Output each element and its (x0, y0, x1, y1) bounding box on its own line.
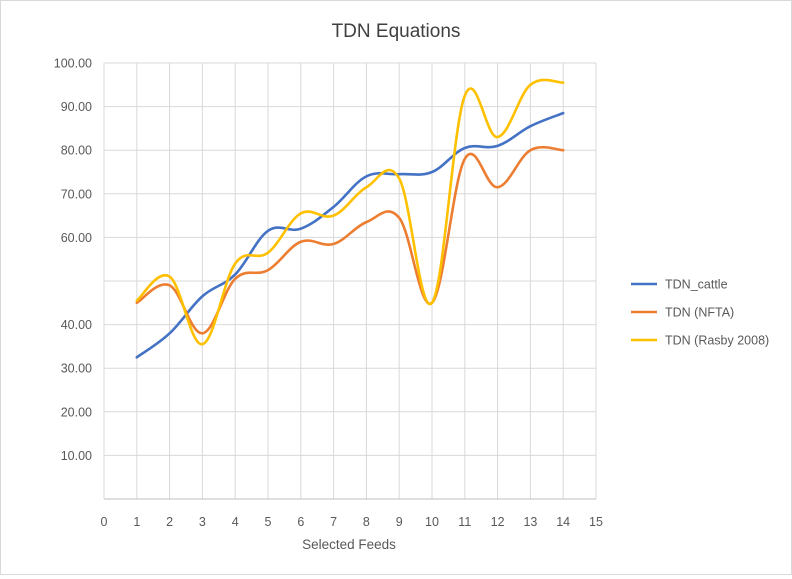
chart-title: TDN Equations (332, 21, 461, 42)
x-tick-label: 8 (363, 515, 370, 529)
series-line-tdn-nfta (135, 145, 565, 335)
legend-label-tdn-rasby-2008: TDN (Rasby 2008) (665, 334, 769, 348)
x-tick-label: 15 (589, 515, 603, 529)
x-tick-label: 5 (265, 515, 272, 529)
gridlines (104, 62, 597, 499)
series-lines (135, 78, 565, 359)
y-tick-label: 10.00 (61, 449, 92, 463)
legend-label-tdn-cattle: TDN_cattle (665, 278, 728, 292)
series-line-tdn-rasby-2008 (135, 78, 565, 346)
x-tick-label: 6 (297, 515, 304, 529)
legend-label-tdn-nfta: TDN (NFTA) (665, 306, 734, 320)
y-tick-label: 40.00 (61, 318, 92, 332)
y-tick-label: 90.00 (61, 100, 92, 114)
series-line-tdn-cattle (135, 111, 565, 359)
x-axis-title: Selected Feeds (302, 537, 396, 552)
x-tick-label: 9 (396, 515, 403, 529)
y-tick-label: 30.00 (61, 362, 92, 376)
legend: TDN_cattle TDN (NFTA) TDN (Rasby 2008) (631, 278, 769, 348)
x-tick-label: 2 (166, 515, 173, 529)
y-tick-labels: 10.00 20.00 30.00 40.00 60.00 70.00 80.00 90.00… (54, 57, 92, 463)
x-tick-label: 11 (458, 515, 471, 529)
x-tick-label: 13 (523, 515, 537, 529)
y-tick-label: 20.00 (61, 405, 92, 419)
x-tick-label: 12 (491, 515, 505, 529)
y-tick-label: 60.00 (61, 231, 92, 245)
x-tick-label: 1 (133, 515, 140, 529)
x-tick-labels: 0 1 2 3 4 5 6 7 8 9 10 11 12 13 14 15 (101, 515, 603, 529)
x-tick-label: 10 (425, 515, 439, 529)
y-tick-label: 70.00 (61, 187, 92, 201)
x-tick-label: 4 (232, 515, 239, 529)
y-tick-label: 80.00 (61, 144, 92, 158)
axes (103, 63, 596, 500)
x-tick-label: 14 (556, 515, 570, 529)
y-tick-label: 100.00 (54, 57, 92, 71)
x-tick-label: 7 (330, 515, 337, 529)
x-tick-label: 3 (199, 515, 206, 529)
x-tick-label: 0 (101, 515, 108, 529)
